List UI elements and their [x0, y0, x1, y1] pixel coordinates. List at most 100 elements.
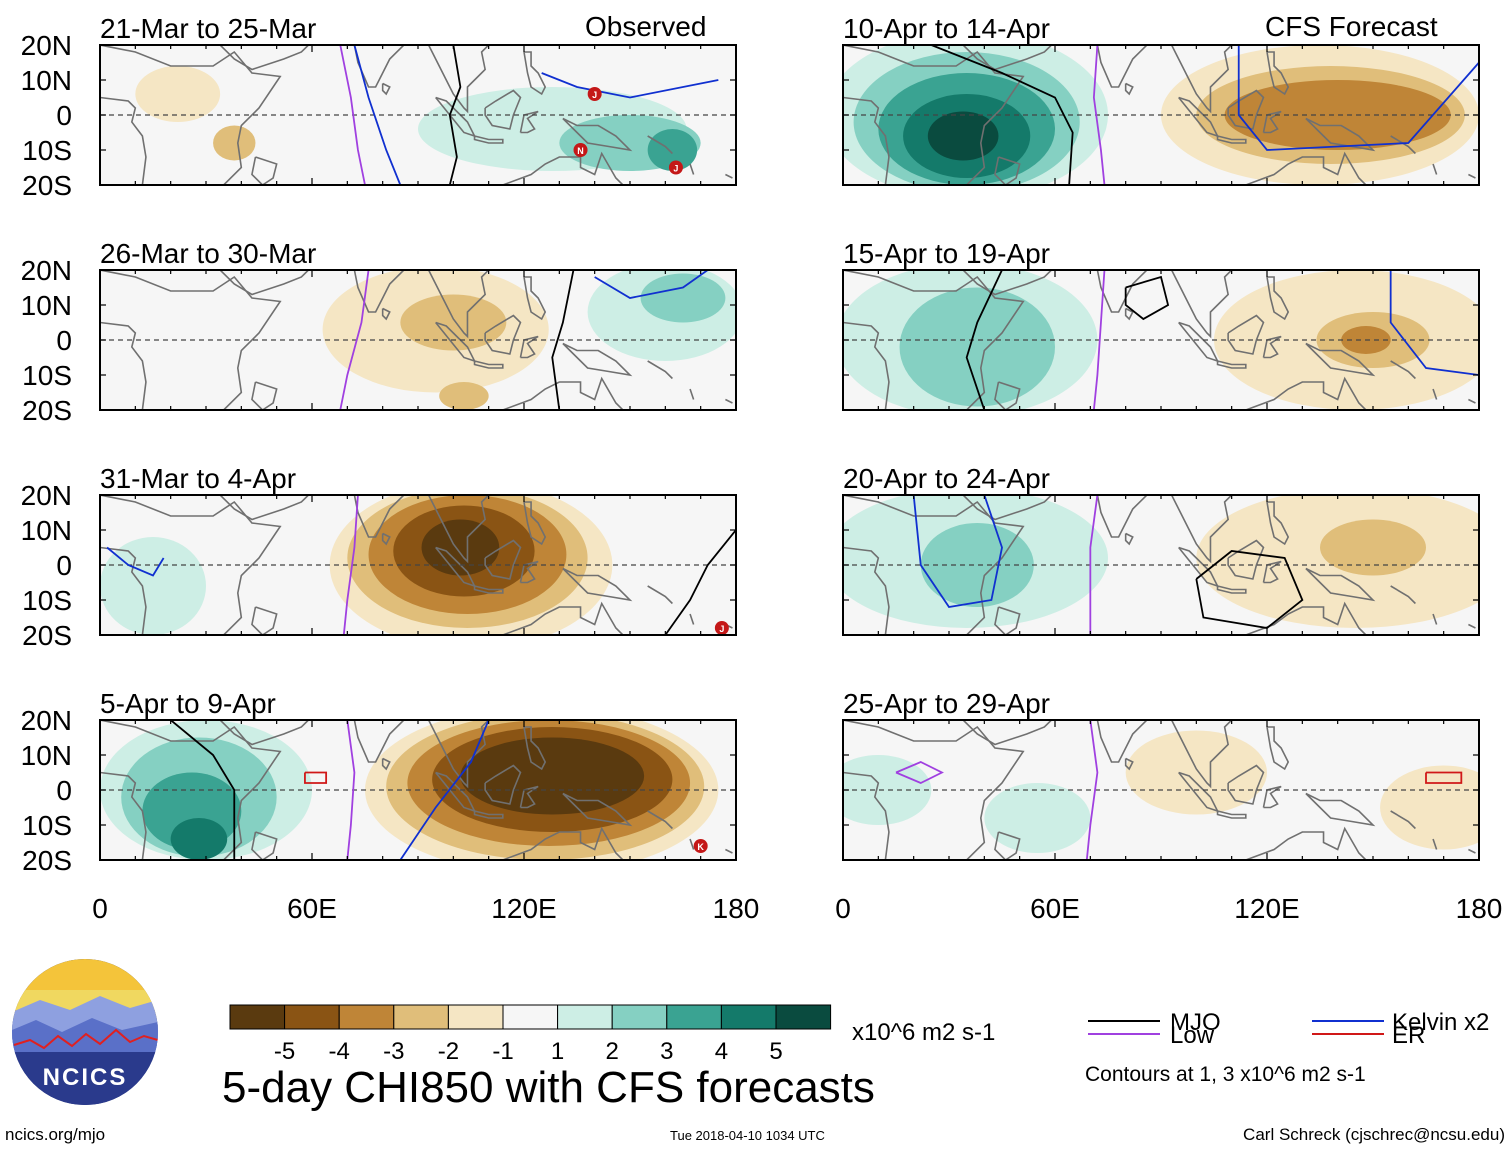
contour-low — [1092, 270, 1106, 410]
contour-kelvin — [399, 720, 490, 860]
coastline — [725, 398, 733, 404]
lat-label: 10S — [22, 360, 72, 391]
contour-low — [1085, 720, 1099, 860]
colorbar: -5 -4 -3 -2 -1 1 2 3 4 5 — [229, 1004, 832, 1065]
storm-marker-icon — [668, 160, 683, 175]
coastline — [725, 173, 733, 179]
map-panel: K 20N 10N 0 10S 20S 5-Apr to 9-Apr — [21, 688, 737, 876]
lat-label: 20S — [22, 395, 72, 426]
contour-mjo — [931, 45, 1074, 185]
coastline — [843, 270, 1025, 410]
coastline — [427, 495, 490, 564]
lat-label: 0 — [56, 775, 72, 806]
coastline — [562, 342, 633, 377]
contour-mjo — [965, 270, 1003, 410]
contour-low — [339, 45, 366, 185]
lat-label: 10S — [22, 585, 72, 616]
coastline — [1216, 585, 1247, 594]
coastline — [647, 585, 673, 605]
legend-label-kelvin: Kelvin x2 — [1392, 1009, 1489, 1036]
panel-period-title: 10-Apr to 14-Apr — [843, 13, 1050, 44]
storm-marker: J — [668, 160, 683, 175]
legend-label-mjo: MJO — [1170, 1009, 1221, 1036]
coastline — [843, 771, 890, 860]
coastline — [502, 601, 624, 635]
coastline — [562, 117, 633, 152]
contour-mjo — [1124, 275, 1170, 321]
panels-layer: J N J 20N 10N 0 10S 20S 21-Mar to 25-Mar 20N 10N 0 1… — [21, 13, 1480, 876]
colorbar-swatch — [338, 1004, 395, 1030]
storm-letter: J — [673, 164, 678, 174]
coastline — [1468, 173, 1476, 179]
coastline — [1124, 757, 1134, 771]
coastline — [1079, 720, 1148, 763]
lat-label: 0 — [56, 100, 72, 131]
coastline — [962, 720, 1053, 746]
coastline — [647, 810, 673, 830]
coastline — [962, 270, 1053, 296]
credit-left: ncics.org/mjo — [5, 1125, 105, 1144]
coastline — [1305, 117, 1376, 152]
coastline — [251, 831, 278, 860]
coastline — [1227, 764, 1265, 805]
logo-signal-line — [13, 1028, 158, 1050]
contour-mjo — [1195, 550, 1304, 629]
map-panel: 25-Apr to 29-Apr — [842, 688, 1480, 861]
timestamp: Tue 2018-04-10 1034 UTC — [670, 1128, 825, 1143]
map-panel: J N J 20N 10N 0 10S 20S 21-Mar to 25-Mar — [21, 13, 737, 201]
coastline — [1170, 270, 1233, 339]
coastline — [100, 495, 282, 635]
colorbar-label: -4 — [329, 1038, 350, 1065]
colorbar-label: -2 — [438, 1038, 459, 1065]
panel-contents — [843, 720, 1479, 860]
lat-label: 0 — [56, 550, 72, 581]
colorbar-swatch — [666, 1004, 722, 1030]
storm-letter: J — [719, 624, 724, 634]
panel-period-title: 25-Apr to 29-Apr — [843, 688, 1050, 719]
anomaly-region — [647, 129, 698, 171]
map-panel: 20-Apr to 24-Apr — [842, 463, 1480, 636]
contour-low — [1092, 45, 1106, 185]
coastline — [1245, 151, 1367, 185]
colorbar-label: 1 — [551, 1038, 564, 1065]
panel-period-title: 21-Mar to 25-Mar — [100, 13, 316, 44]
coastline — [1079, 495, 1148, 538]
lon-label: 0 — [835, 893, 851, 924]
colorbar-label: 5 — [769, 1038, 782, 1065]
coastline — [1468, 623, 1476, 629]
coastline — [523, 51, 547, 96]
coastline — [381, 532, 391, 546]
colorbar-swatch — [447, 1004, 504, 1030]
storm-marker-icon — [573, 143, 588, 157]
lon-label: 180 — [713, 893, 760, 924]
coastline — [100, 720, 282, 860]
lat-label: 20S — [22, 845, 72, 876]
coastline — [647, 360, 673, 380]
coastline — [1305, 567, 1376, 602]
panel-contents: K — [100, 720, 736, 860]
coastline — [843, 96, 890, 185]
coastline — [1245, 601, 1367, 635]
coastline — [1170, 45, 1233, 114]
lat-label: 10S — [22, 810, 72, 841]
legend: MJO Kelvin x2 Low ER Contours at 1, 3 x1… — [1085, 1009, 1489, 1086]
contour-er — [1425, 771, 1463, 784]
map-panel: 15-Apr to 19-Apr — [842, 238, 1480, 411]
coastline — [689, 838, 695, 850]
coastline — [1245, 826, 1367, 860]
coastline — [994, 156, 1021, 185]
contour-low — [1089, 495, 1099, 635]
coastline — [689, 613, 695, 625]
coastline — [427, 720, 490, 789]
coastline — [502, 376, 624, 410]
contour-low — [346, 720, 356, 860]
anomaly-region — [100, 537, 206, 635]
coastline — [219, 45, 310, 71]
storm-letter: K — [697, 842, 704, 852]
panel-contents — [843, 495, 1479, 635]
lon-label: 120E — [1234, 893, 1299, 924]
storm-marker-icon — [587, 87, 602, 101]
anomaly-region — [1125, 730, 1268, 815]
anomaly-region — [920, 523, 1034, 607]
coastline — [1266, 51, 1290, 96]
